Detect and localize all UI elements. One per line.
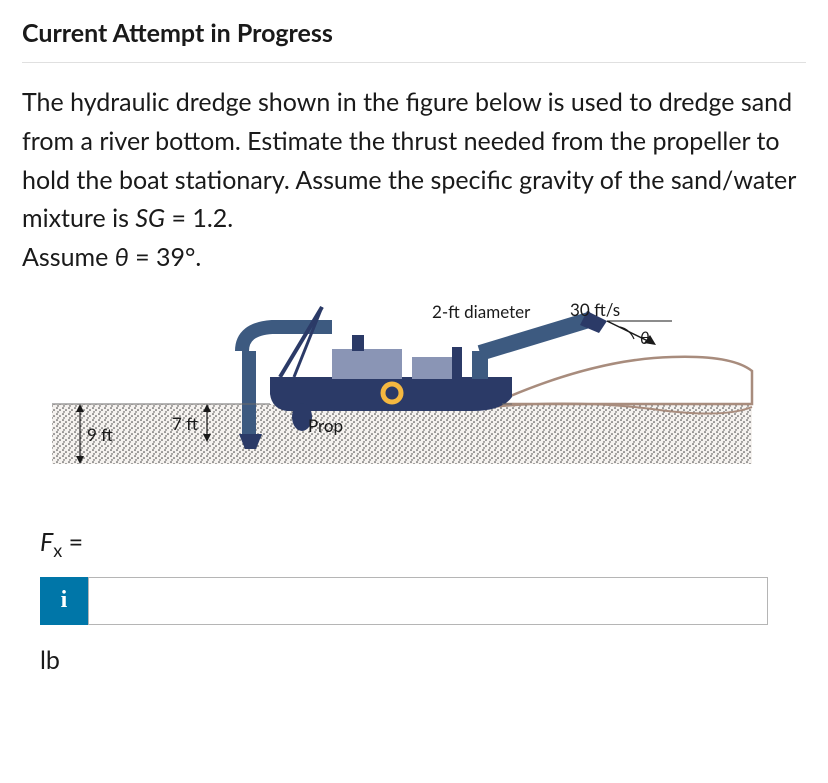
dredge-figure: 2-ft diameter 30 ft/s θ 9 ft 7 ft Prop (32, 299, 772, 499)
fx-symbol: F (40, 527, 53, 557)
fx-subscript: x (53, 539, 62, 561)
info-button[interactable]: i (40, 577, 88, 625)
answer-input-row: i (40, 577, 806, 625)
theta-value: = 39°. (129, 242, 202, 272)
dredge-diagram-svg (32, 299, 772, 499)
sg-value: = 1.2. (165, 203, 233, 233)
answer-section: Fx = i lb (22, 527, 806, 675)
prop-label: Prop (308, 415, 343, 436)
theta-variable: θ (115, 242, 129, 272)
section-heading: Current Attempt in Progress (22, 18, 806, 48)
problem-statement: The hydraulic dredge shown in the figure… (22, 83, 806, 277)
depth-7ft-label: 7 ft (172, 413, 198, 434)
depth-9ft-label: 9 ft (87, 424, 113, 445)
answer-input[interactable] (88, 577, 768, 625)
divider (22, 62, 806, 63)
velocity-label: 30 ft/s (570, 299, 620, 320)
fx-equals: = (62, 527, 83, 557)
unit-label: lb (40, 645, 806, 675)
fx-label: Fx = (40, 527, 806, 561)
assume-pre: Assume (22, 242, 115, 272)
sg-variable: SG (135, 203, 165, 233)
theta-label: θ (640, 327, 650, 348)
diameter-label: 2-ft diameter (432, 301, 530, 322)
